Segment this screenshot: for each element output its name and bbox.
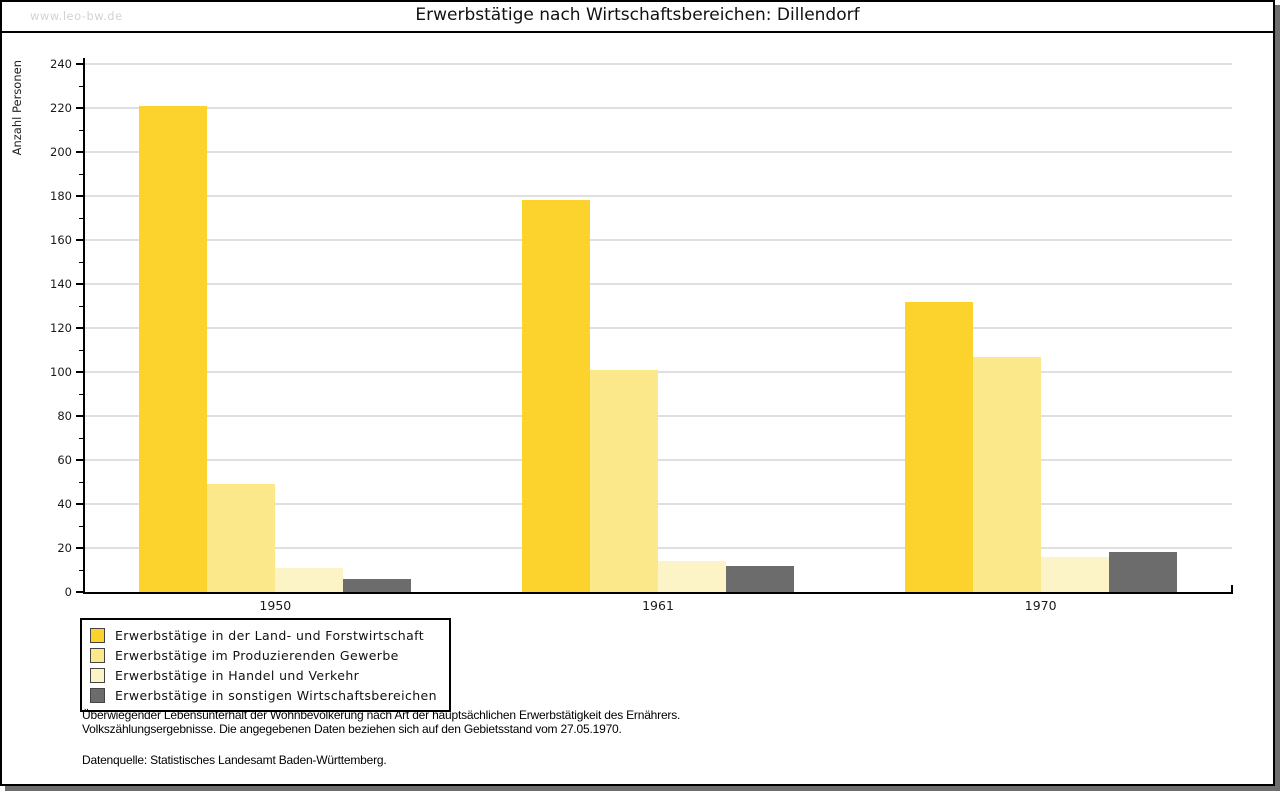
data-source: Datenquelle: Statistisches Landesamt Bad… <box>82 753 387 767</box>
y-gridline <box>84 63 1232 65</box>
y-tick-label: 0 <box>64 585 72 599</box>
y-major-tick <box>76 151 84 153</box>
y-major-tick <box>76 415 84 417</box>
legend-item: Erwerbstätige in Handel und Verkehr <box>90 665 437 685</box>
y-tick-label: 60 <box>57 453 72 467</box>
y-minor-tick <box>79 394 84 395</box>
y-minor-tick <box>79 130 84 131</box>
legend-item: Erwerbstätige in sonstigen Wirtschaftsbe… <box>90 685 437 705</box>
y-gridline <box>84 283 1232 285</box>
y-tick-label: 100 <box>50 365 72 379</box>
y-minor-tick <box>79 86 84 87</box>
legend-label: Erwerbstätige in Handel und Verkehr <box>115 667 360 683</box>
x-tick-label: 1970 <box>1024 598 1057 613</box>
y-major-tick <box>76 503 84 505</box>
y-major-tick <box>76 327 84 329</box>
y-tick-label: 80 <box>57 409 72 423</box>
y-tick-label: 220 <box>50 101 72 115</box>
y-major-tick <box>76 459 84 461</box>
bar-1970-series-2 <box>972 356 1041 592</box>
legend-swatch-series-1 <box>90 627 105 643</box>
legend-item: Erwerbstätige im Produzierenden Gewerbe <box>90 645 437 665</box>
legend-label: Erwerbstätige in der Land- und Forstwirt… <box>115 627 425 643</box>
y-major-tick <box>76 371 84 373</box>
y-gridline <box>84 151 1232 153</box>
y-major-tick <box>76 547 84 549</box>
bar-1961-series-2 <box>590 369 658 592</box>
y-minor-tick <box>79 350 84 351</box>
y-gridline <box>84 459 1232 461</box>
y-gridline <box>84 371 1232 373</box>
y-tick-label: 120 <box>50 321 72 335</box>
footnote-line-1: Überwiegender Lebensunterhalt der Wohnbe… <box>82 708 681 722</box>
legend-swatch-series-4 <box>90 687 105 703</box>
bar-1970-series-1 <box>904 301 973 592</box>
y-tick-label: 200 <box>50 145 72 159</box>
chart-footnote: Überwiegender Lebensunterhalt der Wohnbe… <box>82 708 681 736</box>
legend-label: Erwerbstätige in sonstigen Wirtschaftsbe… <box>115 687 437 703</box>
bar-1970-series-3 <box>1040 556 1109 592</box>
y-major-tick <box>76 107 84 109</box>
x-tick-label: 1950 <box>259 598 292 613</box>
y-major-tick <box>76 195 84 197</box>
legend-swatch-series-3 <box>90 667 105 683</box>
bar-1961-series-3 <box>658 561 726 592</box>
y-minor-tick <box>79 482 84 483</box>
y-minor-tick <box>79 438 84 439</box>
y-tick-label: 20 <box>57 541 72 555</box>
bar-1950-series-4 <box>343 578 412 592</box>
y-gridline <box>84 239 1232 241</box>
y-tick-label: 140 <box>50 277 72 291</box>
bar-1961-series-1 <box>522 200 590 592</box>
bar-1950-series-1 <box>139 105 208 592</box>
y-minor-tick <box>79 218 84 219</box>
chart-title: Erwerbstätige nach Wirtschaftsbereichen:… <box>415 5 860 25</box>
x-axis-line <box>83 592 1233 594</box>
y-tick-label: 240 <box>50 57 72 71</box>
y-axis-title: Anzahl Personen <box>10 60 24 156</box>
legend-swatch-series-2 <box>90 647 105 663</box>
y-minor-tick <box>79 262 84 263</box>
bar-1950-series-2 <box>207 484 276 592</box>
y-axis-line <box>83 58 85 594</box>
y-major-tick <box>76 283 84 285</box>
y-gridline <box>84 195 1232 197</box>
y-major-tick <box>76 591 84 593</box>
footnote-line-2: Volkszählungsergebnisse. Die angegebenen… <box>82 721 622 736</box>
y-major-tick <box>76 63 84 65</box>
bar-1970-series-4 <box>1108 552 1177 592</box>
y-minor-tick <box>79 306 84 307</box>
legend-label: Erwerbstätige im Produzierenden Gewerbe <box>115 647 399 663</box>
x-tick-label: 1961 <box>642 598 674 613</box>
y-gridline <box>84 415 1232 417</box>
y-gridline <box>84 327 1232 329</box>
y-major-tick <box>76 239 84 241</box>
legend-item: Erwerbstätige in der Land- und Forstwirt… <box>90 625 437 645</box>
chart-header: www.leo-bw.de Erwerbstätige nach Wirtsch… <box>2 2 1273 33</box>
y-tick-label: 160 <box>50 233 72 247</box>
y-gridline <box>84 547 1232 549</box>
x-axis-end-tick <box>1231 585 1233 592</box>
bar-1961-series-4 <box>726 565 794 592</box>
y-tick-label: 180 <box>50 189 72 203</box>
y-minor-tick <box>79 570 84 571</box>
watermark: www.leo-bw.de <box>30 9 123 23</box>
y-tick-label: 40 <box>57 497 72 511</box>
y-gridline <box>84 503 1232 505</box>
y-gridline <box>84 107 1232 109</box>
legend: Erwerbstätige in der Land- und Forstwirt… <box>80 618 451 712</box>
y-minor-tick <box>79 174 84 175</box>
bar-1950-series-3 <box>275 567 344 592</box>
y-minor-tick <box>79 526 84 527</box>
